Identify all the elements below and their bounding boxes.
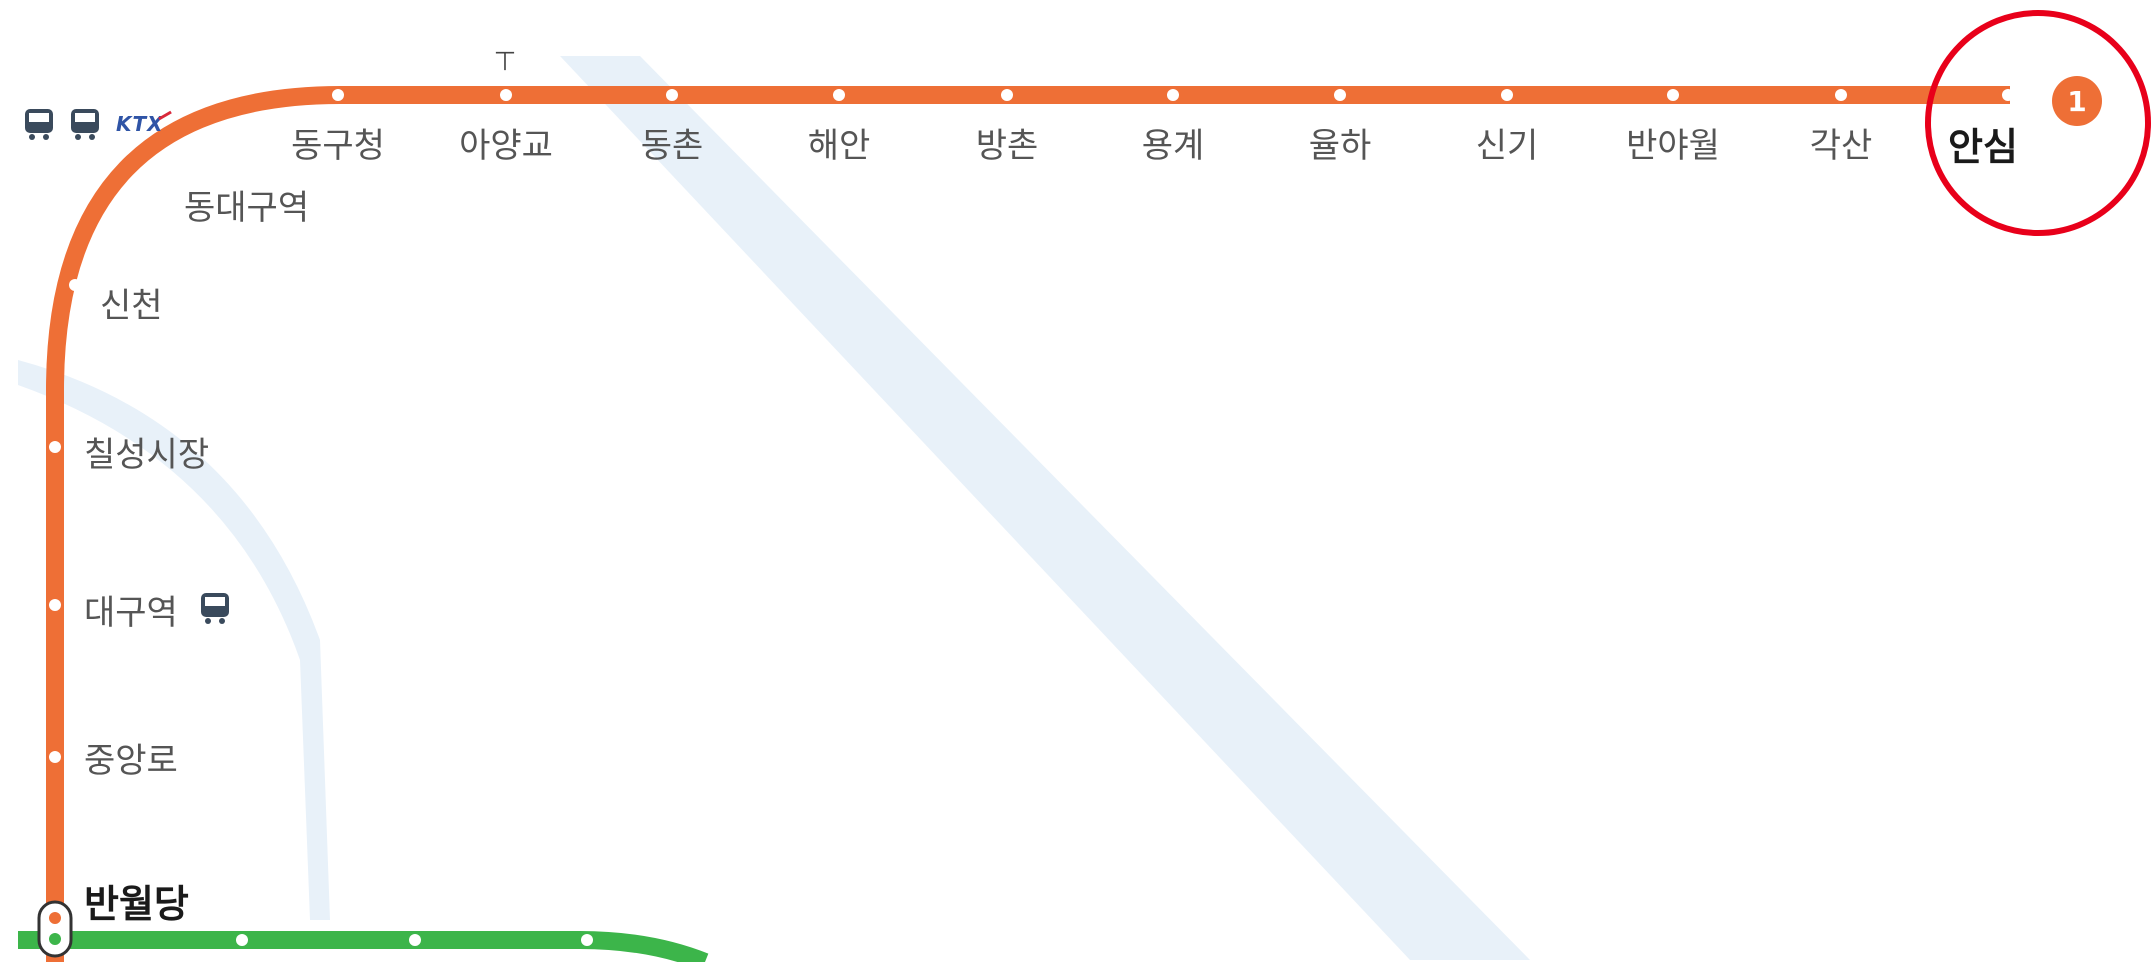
station-label-banwoldang[interactable]: 반월당 [84, 882, 189, 926]
station-dot[interactable] [49, 599, 61, 611]
line1-badge: 1 [2052, 76, 2102, 126]
highlight-circle [1925, 10, 2151, 236]
bus-icon [71, 109, 99, 140]
airport-marker-icon: ⊤ [494, 47, 517, 77]
line1-track [46, 86, 2010, 962]
station-dot[interactable] [236, 934, 248, 946]
river-band-diagonal [560, 56, 1530, 960]
station-label-daegu-station[interactable]: 대구역 [84, 593, 178, 633]
bus-icon [201, 593, 229, 624]
station-dot[interactable] [1501, 89, 1513, 101]
station-dot[interactable] [500, 89, 512, 101]
station-dot[interactable] [2002, 89, 2014, 101]
line2-dots [236, 934, 593, 946]
station-label-singi[interactable]: 신기 [1475, 126, 1539, 166]
station-dot[interactable] [1835, 89, 1847, 101]
station-label-jungangro[interactable]: 중앙로 [84, 741, 178, 781]
station-dot[interactable] [332, 89, 344, 101]
station-label-donggucheong[interactable]: 동구청 [291, 126, 385, 166]
station-dot[interactable] [666, 89, 678, 101]
top-branch-dots [332, 89, 2014, 101]
station-label-bangchon[interactable]: 방촌 [975, 126, 1039, 166]
line2-track [18, 931, 709, 962]
bus-icon [25, 109, 53, 140]
station-dot[interactable] [170, 147, 182, 159]
station-label-dongdaegu[interactable]: 동대구역 [184, 188, 310, 228]
station-dot[interactable] [69, 279, 81, 291]
station-dot[interactable] [49, 441, 61, 453]
river-band-curve [18, 360, 330, 920]
station-dot[interactable] [581, 934, 593, 946]
station-label-sincheon[interactable]: 신천 [100, 286, 163, 326]
station-label-banyawol[interactable]: 반야월 [1626, 126, 1720, 166]
station-dot[interactable] [409, 934, 421, 946]
ktx-logo: KTX [116, 112, 164, 136]
station-label-yonggye[interactable]: 용계 [1141, 126, 1205, 166]
station-label-chilseong-market[interactable]: 칠성시장 [84, 435, 210, 475]
station-label-gaksan[interactable]: 각산 [1809, 126, 1873, 166]
transfer-station-banwoldang[interactable] [37, 900, 73, 958]
left-branch-dots [49, 147, 182, 763]
station-dot[interactable] [1167, 89, 1179, 101]
station-dot[interactable] [833, 89, 845, 101]
station-label-ansim[interactable]: 안심 [1948, 125, 2018, 169]
station-label-haean[interactable]: 해안 [807, 126, 871, 166]
station-dot[interactable] [1001, 89, 1013, 101]
station-dot[interactable] [1334, 89, 1346, 101]
station-label-yulha[interactable]: 율하 [1308, 126, 1372, 166]
station-dot[interactable] [1667, 89, 1679, 101]
station-label-ayanggyo[interactable]: 아양교 [459, 126, 553, 166]
station-label-dongchon[interactable]: 동촌 [640, 126, 704, 166]
station-dot[interactable] [49, 751, 61, 763]
